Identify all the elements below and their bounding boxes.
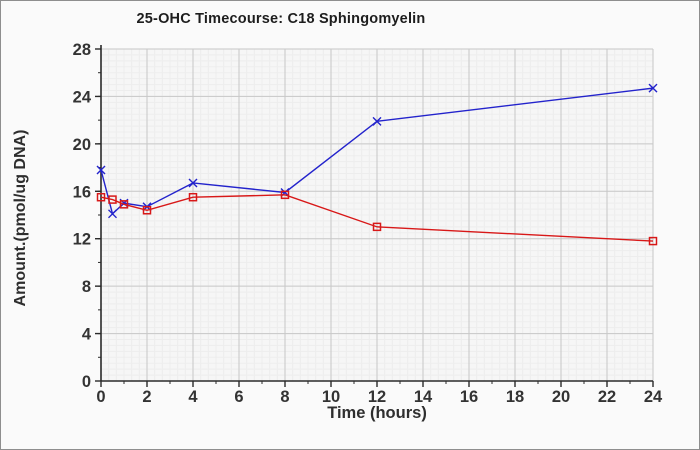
x-tick-label: 8: [280, 388, 289, 406]
y-tick-label: 12: [73, 231, 91, 249]
red-square-series-marker: [188, 192, 198, 202]
x-tick-label: 0: [96, 388, 105, 406]
red-square-series-marker: [372, 222, 382, 232]
red-square-series-marker: [142, 206, 152, 215]
x-tick-label: 10: [322, 388, 340, 406]
y-tick-label: 20: [73, 136, 91, 154]
red-square-series-marker: [96, 192, 106, 202]
x-tick-label: 20: [552, 388, 570, 406]
y-tick-label: 28: [73, 41, 91, 59]
blue-x-series-marker: [648, 83, 658, 93]
x-axis-label: Time (hours): [327, 404, 427, 422]
x-tick-label: 22: [598, 388, 616, 406]
y-tick-label: 0: [82, 373, 91, 391]
y-tick-label: 16: [73, 183, 91, 201]
red-square-series-marker: [648, 236, 658, 246]
red-square-series-marker: [119, 200, 129, 209]
x-tick-label: 6: [234, 388, 243, 406]
blue-x-series-marker: [188, 178, 198, 188]
x-tick-label: 14: [414, 388, 433, 406]
x-tick-label: 18: [506, 388, 524, 406]
red-square-series-marker: [108, 195, 117, 204]
chart-title: 25-OHC Timecourse: C18 Sphingomyelin: [136, 11, 426, 27]
blue-x-series-marker: [96, 165, 106, 175]
blue-x-series-marker: [108, 209, 117, 219]
y-axis-label: Amount.(pmol/ug DNA): [12, 129, 29, 307]
y-tick-label: 4: [82, 326, 92, 344]
x-tick-label: 24: [644, 388, 663, 406]
blue-x-series-marker: [372, 116, 382, 126]
x-tick-label: 2: [142, 388, 151, 406]
x-tick-label: 12: [368, 388, 386, 406]
x-tick-label: 16: [460, 388, 478, 406]
red-square-series-marker: [280, 190, 290, 200]
y-tick-label: 24: [73, 88, 92, 106]
x-tick-label: 4: [188, 388, 198, 406]
y-tick-label: 8: [82, 278, 91, 296]
red-square-series-line: [100, 194, 654, 242]
